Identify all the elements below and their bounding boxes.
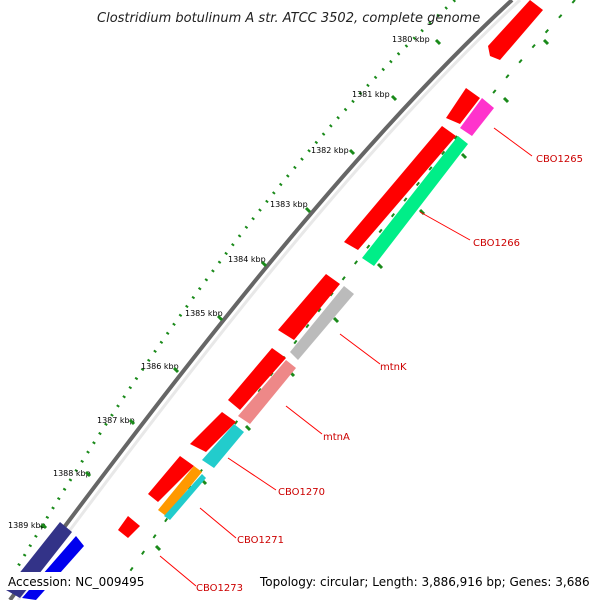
gene-label-mtna[interactable]: mtnA bbox=[323, 432, 350, 443]
label-line bbox=[285, 405, 323, 435]
gene-arrow[interactable] bbox=[446, 88, 480, 124]
gene-arrow[interactable] bbox=[148, 456, 194, 502]
gene-label-cbo1273[interactable]: CBO1273 bbox=[196, 583, 243, 594]
gene-arrow[interactable] bbox=[228, 348, 286, 410]
forward-strand-features bbox=[118, 0, 543, 538]
tick-mark bbox=[390, 94, 398, 102]
mtnk-feature[interactable] bbox=[290, 286, 354, 360]
footer-bg-left bbox=[0, 572, 150, 590]
tick-mark bbox=[84, 470, 92, 478]
tick-label: 1384 kbp bbox=[228, 255, 266, 264]
gene-label-cbo1266[interactable]: CBO1266 bbox=[473, 238, 520, 249]
cbo1265-feature[interactable] bbox=[460, 98, 494, 136]
tick-ring bbox=[8, 0, 457, 581]
gene-arrow[interactable] bbox=[278, 274, 340, 340]
label-line bbox=[159, 555, 197, 587]
feature-tick bbox=[332, 316, 340, 324]
label-line bbox=[339, 333, 381, 365]
gene-label-cbo1265[interactable]: CBO1265 bbox=[536, 154, 583, 165]
label-lines bbox=[159, 127, 533, 587]
label-line bbox=[419, 211, 471, 241]
genome-summary-text: Topology: circular; Length: 3,886,916 bp… bbox=[259, 575, 590, 589]
gene-label-cbo1271[interactable]: CBO1271 bbox=[237, 535, 284, 546]
feature-tick-marks bbox=[154, 38, 550, 552]
tick-label: 1387 kbp bbox=[97, 416, 135, 425]
cbo1271-feature-b[interactable] bbox=[164, 474, 206, 520]
feature-tick bbox=[542, 38, 550, 46]
mtna-feature[interactable] bbox=[238, 360, 296, 424]
tick-label: 1389 kbp bbox=[8, 521, 46, 530]
feature-tick bbox=[376, 262, 384, 270]
tick-label: 1381 kbp bbox=[352, 90, 390, 99]
feature-tick bbox=[244, 424, 252, 432]
tick-label: 1383 kbp bbox=[270, 200, 308, 209]
tick-mark bbox=[40, 522, 48, 530]
cbo1271-feature-a[interactable] bbox=[158, 466, 202, 516]
footer-bg-right bbox=[255, 572, 600, 590]
accession-text: Accession: NC_009495 bbox=[8, 575, 144, 589]
gene-labels: CBO1265 CBO1266 mtnK mtnA CBO1270 CBO127… bbox=[196, 154, 583, 594]
tick-mark bbox=[304, 206, 312, 214]
feature-tick bbox=[502, 96, 510, 104]
label-line bbox=[199, 507, 237, 539]
map-title: Clostridium botulinum A str. ATCC 3502, … bbox=[97, 11, 480, 26]
tick-label: 1382 kbp bbox=[311, 146, 349, 155]
tick-label: 1385 kbp bbox=[185, 309, 223, 318]
feature-tick bbox=[154, 544, 162, 552]
tick-mark bbox=[348, 148, 356, 156]
gene-label-mtnk[interactable]: mtnK bbox=[380, 362, 407, 373]
genome-backbone-highlight bbox=[16, 0, 522, 600]
tick-mark bbox=[216, 314, 224, 322]
gene-arrow[interactable] bbox=[344, 126, 456, 250]
gene-arrow[interactable] bbox=[488, 0, 543, 60]
tick-label: 1386 kbp bbox=[141, 362, 179, 371]
tick-mark bbox=[128, 418, 136, 426]
genome-backbone bbox=[8, 0, 514, 600]
label-line bbox=[227, 457, 277, 491]
feature-tick bbox=[460, 152, 468, 160]
tick-mark bbox=[172, 366, 180, 374]
tick-label: 1388 kbp bbox=[53, 469, 91, 478]
cbo1270-feature[interactable] bbox=[202, 424, 244, 468]
tick-label: 1380 kbp bbox=[392, 35, 430, 44]
gene-arrow[interactable] bbox=[190, 412, 236, 452]
tick-mark bbox=[434, 38, 442, 46]
gene-label-cbo1270[interactable]: CBO1270 bbox=[278, 487, 325, 498]
gene-arrow[interactable] bbox=[118, 516, 140, 538]
cbo1266-feature[interactable] bbox=[362, 136, 468, 266]
label-line bbox=[493, 127, 533, 157]
tick-mark bbox=[260, 260, 268, 268]
tick-labels: 1380 kbp 1381 kbp 1382 kbp 1383 kbp 1384… bbox=[8, 35, 430, 530]
tick-marks bbox=[40, 38, 442, 530]
